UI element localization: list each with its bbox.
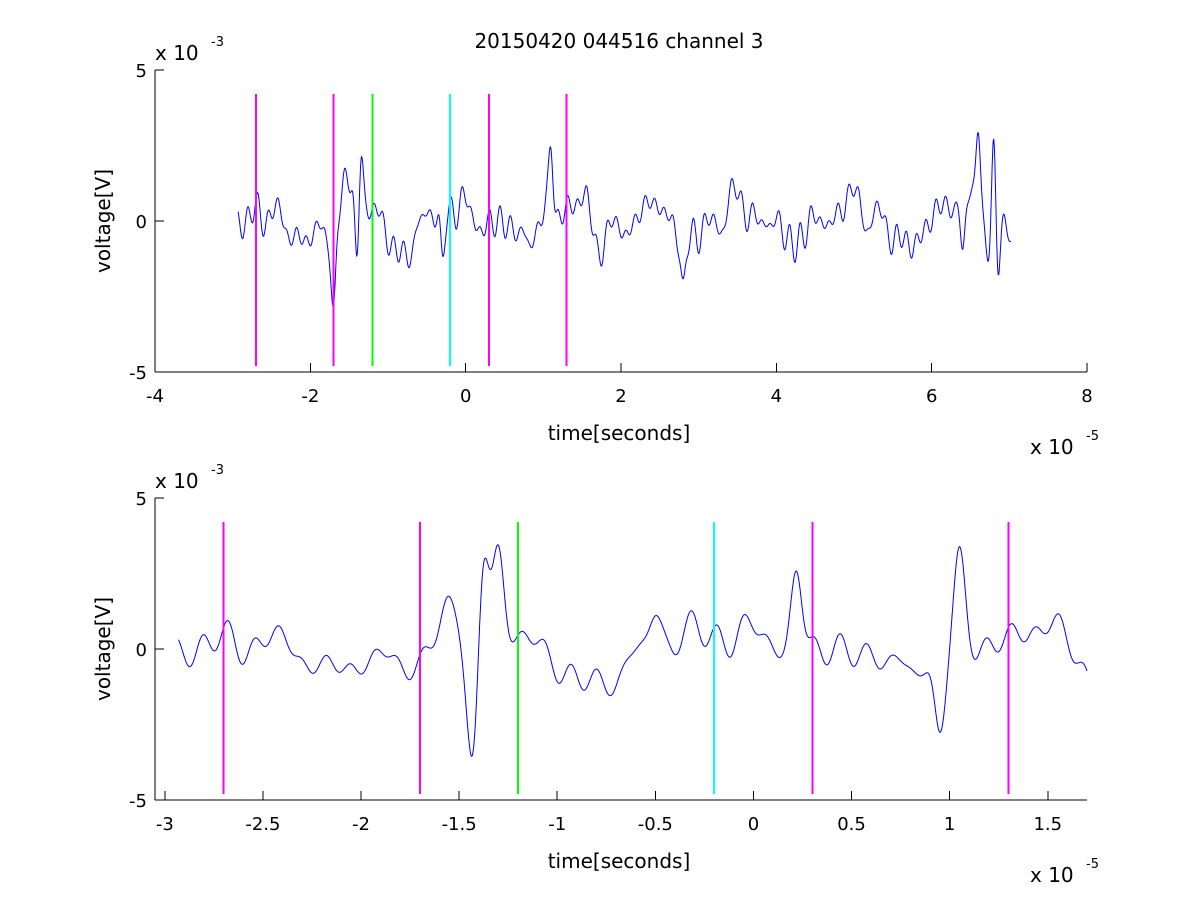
bottom-x-tick-label: -2	[352, 814, 370, 835]
top-y-scale-exponent: -3	[211, 35, 224, 50]
bottom-y-tick-label: -5	[129, 791, 147, 812]
bottom-x-tick-label: -1	[548, 814, 566, 835]
bottom-x-scale-factor: x 10	[1030, 863, 1074, 887]
bottom-chart: -3 -2.5 -2 -1.5 -1 -0.5 0 0.5 1 1.5 -5 0 5 time[secon…	[91, 463, 1099, 887]
top-y-tick-label: 5	[136, 61, 147, 82]
top-chart: -4 -2 0 2 4 6 8 -5 0 5 time[seconds] voltage[V] x 10…	[91, 35, 1099, 459]
top-x-tick-label: 6	[926, 386, 937, 407]
bottom-x-tick-label: 0.5	[837, 814, 866, 835]
bottom-x-tick-label: -0.5	[638, 814, 673, 835]
top-y-tick-label: 0	[136, 212, 147, 233]
top-x-tick-label: -2	[301, 386, 319, 407]
top-x-tick-label: 2	[615, 386, 626, 407]
bottom-voltage-trace	[178, 544, 1088, 757]
bottom-x-tick-label: 0	[748, 814, 759, 835]
bottom-y-scale-exponent: -3	[211, 463, 224, 478]
bottom-x-tick-label: -1.5	[442, 814, 477, 835]
top-x-scale-exponent: -5	[1086, 429, 1099, 444]
top-voltage-trace	[237, 132, 1012, 308]
bottom-x-tick-label: 1.5	[1033, 814, 1062, 835]
top-x-tick-label: 8	[1081, 386, 1092, 407]
bottom-x-axis-label: time[seconds]	[548, 849, 691, 873]
bottom-y-scale-factor: x 10	[155, 469, 199, 493]
bottom-y-tick-label: 5	[136, 489, 147, 510]
top-x-axis-label: time[seconds]	[548, 421, 691, 445]
top-x-tick-label: 4	[771, 386, 782, 407]
top-x-tick-label: -4	[146, 386, 164, 407]
bottom-y-tick-label: 0	[136, 640, 147, 661]
figure-title: 20150420 044516 channel 3	[474, 29, 763, 53]
bottom-x-tick-label: -3	[156, 814, 174, 835]
bottom-x-tick-label: -2.5	[245, 814, 280, 835]
top-x-tick-label: 0	[460, 386, 471, 407]
bottom-x-tick-label: 1	[944, 814, 955, 835]
bottom-x-scale-exponent: -5	[1086, 857, 1099, 872]
top-x-scale-factor: x 10	[1030, 435, 1074, 459]
bottom-y-axis-label: voltage[V]	[91, 597, 115, 701]
top-y-axis-label: voltage[V]	[91, 169, 115, 273]
top-y-scale-factor: x 10	[155, 41, 199, 65]
top-y-tick-label: -5	[129, 363, 147, 384]
